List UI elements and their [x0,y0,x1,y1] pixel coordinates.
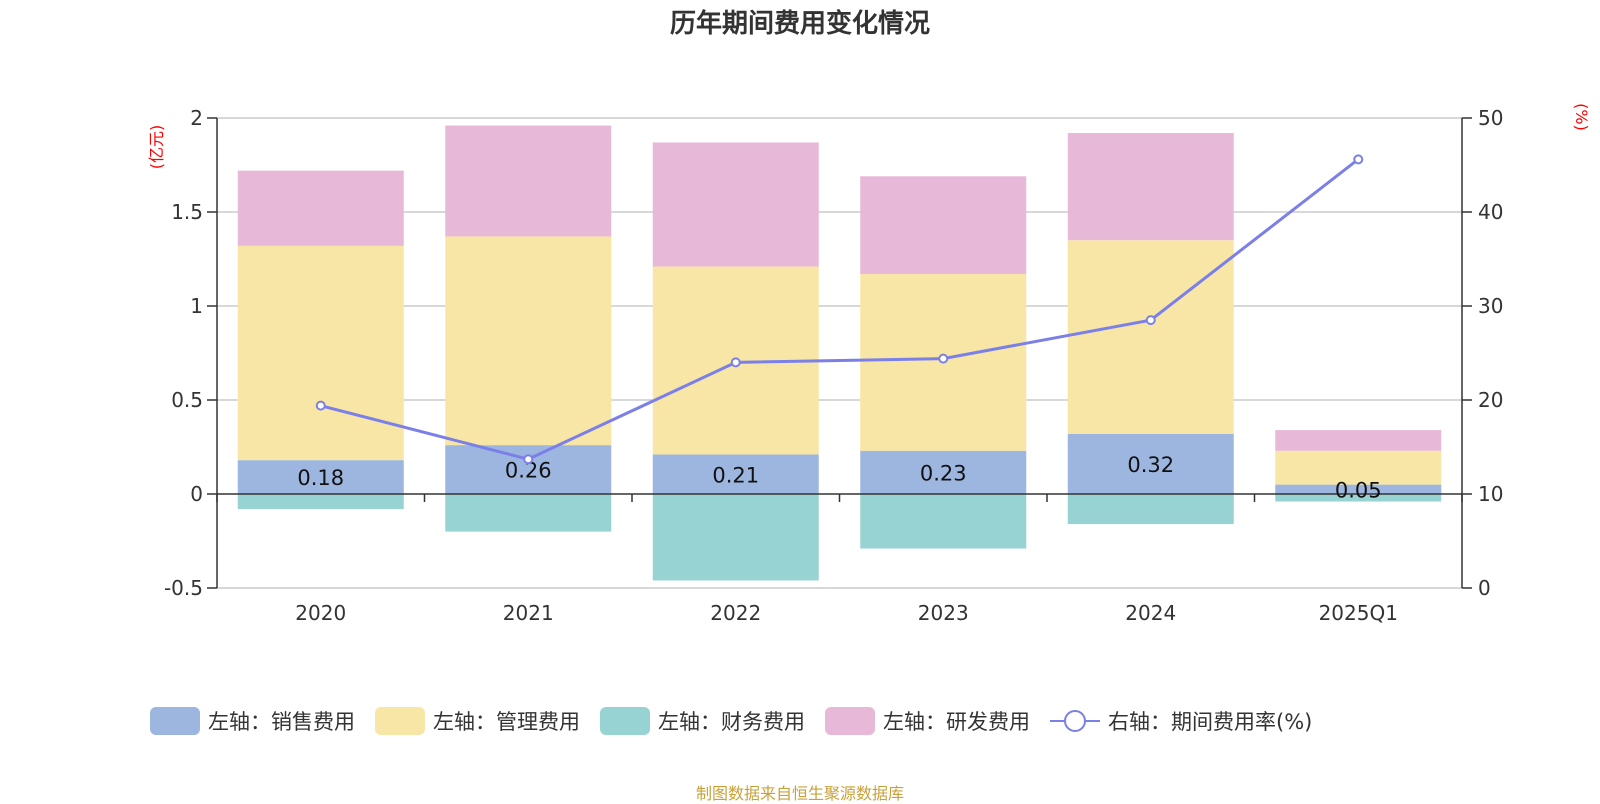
bars [237,125,1442,581]
legend-item-rnd[interactable]: 左轴：研发费用 [825,706,1030,736]
bar-rnd [445,125,612,237]
rate-point [1353,154,1364,165]
legend-swatch-finance [600,707,650,735]
legend-swatch-rate [1050,710,1100,732]
data-label-sales: 0.21 [712,463,759,487]
x-tick-label: 2023 [918,601,969,625]
left-tick-label: 0.5 [171,388,203,412]
data-label-sales: 0.18 [297,466,344,490]
right-tick-label: 50 [1478,106,1503,130]
legend-label-rnd: 左轴：研发费用 [883,710,1030,734]
rate-point [315,400,326,411]
x-tick-label: 2020 [295,601,346,625]
bar-admin [445,236,612,446]
bar-rnd [652,142,819,267]
bar-finance [1067,494,1234,525]
bar-sales [445,445,612,494]
right-tick-label: 10 [1478,482,1503,506]
bar-admin [1067,240,1234,434]
bar-sales [237,460,404,494]
x-tick-label: 2021 [503,601,554,625]
legend-label-rate: 右轴：期间费用率(%) [1108,710,1313,734]
bar-rnd [237,170,404,246]
rate-point [730,357,741,368]
legend-label-sales: 左轴：销售费用 [208,710,355,734]
chart-title: 历年期间费用变化情况 [670,8,930,39]
bar-sales [652,454,819,494]
legend: 左轴：销售费用 左轴：管理费用 左轴：财务费用 左轴：研发费用 右轴：期间费用率… [150,706,1332,736]
bar-admin [237,245,404,461]
rate-point [1145,315,1156,326]
legend-item-rate[interactable]: 右轴：期间费用率(%) [1050,706,1312,736]
legend-swatch-admin [375,707,425,735]
bar-rnd [1067,133,1234,241]
legend-item-sales[interactable]: 左轴：销售费用 [150,706,355,736]
rate-point [938,353,949,364]
bar-sales [1275,484,1442,494]
legend-swatch-sales [150,707,200,735]
data-label-sales: 0.05 [1335,478,1382,502]
left-tick-label: 1.5 [171,200,203,224]
legend-label-admin: 左轴：管理费用 [433,710,580,734]
right-tick-label: 40 [1478,200,1503,224]
right-tick-label: 0 [1478,576,1491,600]
source-note: 制图数据来自恒生聚源数据库 [695,784,904,803]
legend-label-finance: 左轴：财务费用 [658,710,805,734]
rate-line [315,154,1364,465]
bar-admin [1275,450,1442,485]
data-label-sales: 0.32 [1127,453,1174,477]
data-label-sales: 0.23 [920,461,967,485]
left-tick-label: -0.5 [164,576,203,600]
left-tick-label: 2 [190,106,203,130]
x-tick-label: 2022 [710,601,761,625]
bar-finance [860,494,1027,549]
legend-item-admin[interactable]: 左轴：管理费用 [375,706,580,736]
bar-finance [1275,494,1442,502]
bar-sales [860,450,1027,494]
right-tick-label: 20 [1478,388,1503,412]
rate-point [523,454,534,465]
bar-rnd [1275,430,1442,451]
bar-rnd [860,176,1027,275]
bar-sales [1067,433,1234,494]
legend-swatch-rnd [825,707,875,735]
right-axis-unit: (%) [1572,103,1591,131]
left-tick-label: 1 [190,294,203,318]
left-tick-label: 0 [190,482,203,506]
x-tick-label: 2024 [1125,601,1176,625]
x-tick-label: 2025Q1 [1319,601,1398,625]
bar-finance [445,494,612,532]
left-axis-unit: (亿元) [147,125,166,170]
right-tick-label: 30 [1478,294,1503,318]
rate-line-path [320,158,1360,461]
grid [217,117,1462,589]
bar-finance [237,494,404,510]
legend-item-finance[interactable]: 左轴：财务费用 [600,706,805,736]
bar-finance [652,494,819,581]
